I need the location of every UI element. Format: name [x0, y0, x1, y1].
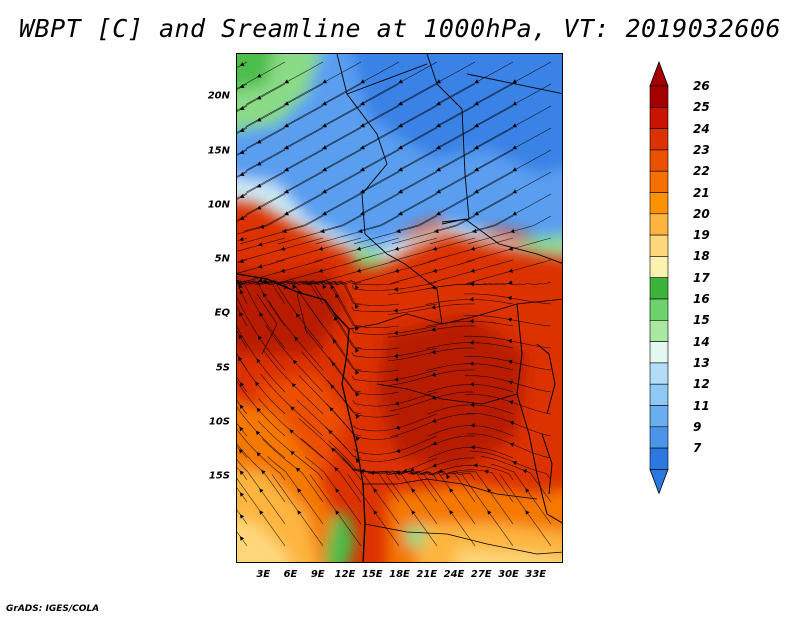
colorbar-level-label: 18 — [693, 249, 710, 264]
colorbar-level-label: 23 — [693, 142, 710, 157]
lon-tick-label: 6E — [283, 569, 298, 580]
lon-tick-label: 18E — [389, 569, 410, 580]
lon-tick-label: 24E — [443, 569, 465, 580]
colorbar-level-label: 12 — [693, 377, 710, 392]
lat-tick-label: 5N — [214, 253, 230, 265]
colorbar-level-label: 21 — [693, 185, 710, 200]
map-panel — [236, 53, 563, 563]
lat-tick-label: 10S — [208, 416, 230, 428]
lon-tick-label: 9E — [310, 569, 325, 580]
colorbar-level-label: 25 — [693, 100, 710, 115]
lat-tick-label: 15S — [208, 470, 230, 482]
temperature-field — [237, 54, 562, 562]
colorbar-level-label: 13 — [693, 355, 710, 370]
lon-tick-label: 3E — [256, 569, 271, 580]
lat-tick-label: 5S — [215, 362, 230, 374]
credit-text: GrADS: IGES/COLA — [6, 604, 100, 614]
colorbar-level-label: 19 — [693, 228, 710, 243]
colorbar-level-label: 22 — [693, 164, 710, 179]
lon-tick-label: 27E — [470, 569, 492, 580]
lat-tick-label: 20N — [207, 90, 230, 102]
colorbar-level-label: 14 — [693, 334, 710, 349]
lat-tick-label: 10N — [207, 199, 230, 211]
wbpt-field-map — [237, 54, 562, 562]
colorbar-level-label: 17 — [693, 270, 710, 285]
lon-tick-label: 21E — [416, 569, 438, 580]
lat-tick-label: EQ — [214, 307, 230, 319]
colorbar-level-label: 16 — [693, 292, 710, 306]
colorbar-level-label: 15 — [693, 313, 710, 328]
lon-tick-label: 30E — [498, 569, 519, 580]
lon-tick-label: 12E — [334, 569, 356, 580]
lon-tick-label: 15E — [361, 569, 383, 580]
lat-tick-label: 15N — [207, 145, 230, 157]
page-title: WBPT [C] and Sreamline at 1000hPa, VT: 2… — [18, 14, 781, 43]
colorbar-level-label: 11 — [693, 398, 710, 413]
streamlines — [237, 61, 552, 547]
colorbar-level-label: 24 — [693, 121, 710, 136]
colorbar-level-label: 9 — [693, 419, 702, 434]
colorbar — [649, 60, 669, 495]
country-borders — [237, 54, 562, 562]
colorbar-level-label: 26 — [693, 79, 710, 93]
colorbar-level-label: 20 — [693, 206, 710, 221]
colorbar-level-label: 7 — [693, 441, 702, 456]
lon-tick-label: 33E — [525, 569, 547, 580]
